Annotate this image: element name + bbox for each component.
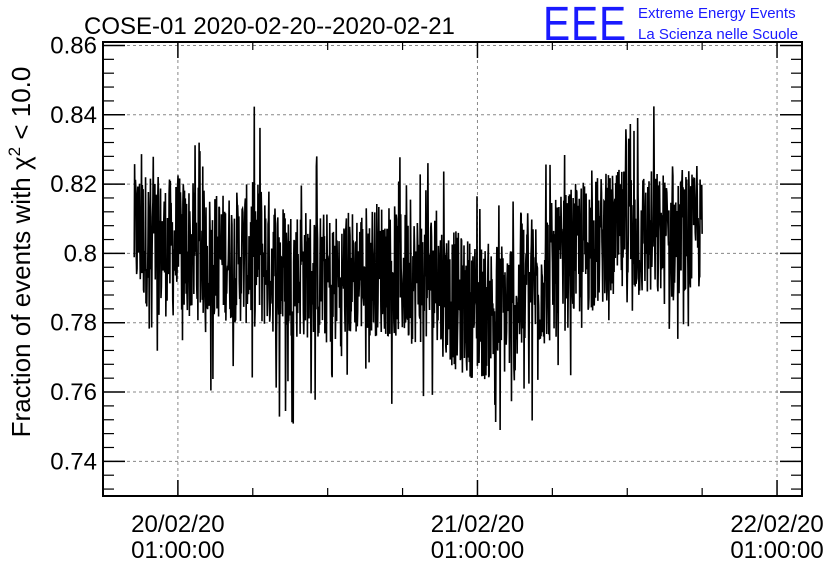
x-tick-label-time: 01:00:00 bbox=[431, 537, 524, 564]
x-tick-label-date: 20/02/20 bbox=[131, 511, 224, 538]
eee-logo: EEE Extreme Energy Events La Scienza nel… bbox=[543, 0, 798, 51]
x-tick-label-date: 21/02/20 bbox=[431, 511, 524, 538]
eee-logo-line1: Extreme Energy Events bbox=[638, 5, 796, 22]
plot-frame bbox=[102, 41, 803, 497]
y-axis-label-suffix: < 10.0 bbox=[6, 67, 36, 147]
x-tick-label-time: 01:00:00 bbox=[131, 537, 224, 564]
y-axis-label: Fraction of events with χ2 < 10.0 bbox=[5, 67, 36, 438]
eee-logo-mark: EEE bbox=[543, 0, 627, 51]
tick-layer bbox=[103, 42, 802, 496]
y-tick-label: 0.74 bbox=[50, 448, 97, 475]
y-tick-label: 0.82 bbox=[50, 171, 97, 198]
y-tick-label: 0.84 bbox=[50, 102, 97, 129]
y-tick-label: 0.8 bbox=[64, 240, 97, 267]
y-axis-label-prefix: Fraction of events with bbox=[6, 170, 36, 437]
y-tick-label: 0.76 bbox=[50, 379, 97, 406]
y-axis-label-symbol: χ bbox=[6, 156, 36, 170]
label-layer: 0.740.760.780.80.820.840.8620/02/2001:00… bbox=[50, 32, 823, 564]
y-tick-label: 0.86 bbox=[50, 32, 97, 59]
x-tick-label-time: 01:00:00 bbox=[730, 537, 823, 564]
eee-logo-line2: La Scienza nelle Scuole bbox=[638, 26, 798, 43]
x-tick-label-date: 22/02/20 bbox=[730, 511, 823, 538]
series-line bbox=[133, 106, 703, 431]
data-layer bbox=[133, 106, 703, 431]
chart-title: COSE-01 2020-02-20--2020-02-21 bbox=[84, 13, 455, 40]
y-tick-label: 0.78 bbox=[50, 310, 97, 337]
y-axis-label-superscript: 2 bbox=[5, 147, 24, 156]
